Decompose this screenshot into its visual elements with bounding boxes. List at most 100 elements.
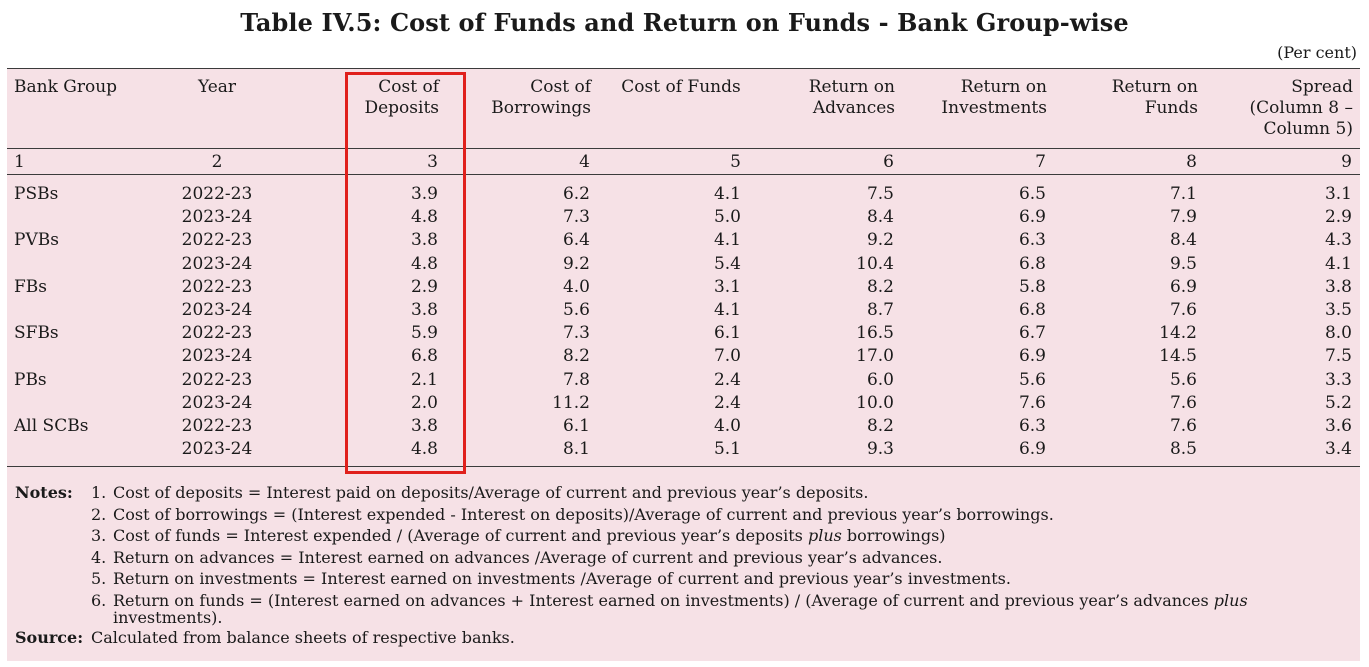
value-cell: 7.6 — [1169, 416, 1197, 436]
header-line: Year — [197, 77, 237, 97]
value-cell: 8.7 — [866, 300, 894, 320]
value-cell: 8.4 — [1169, 230, 1197, 251]
table-panel: Bank Group Year Cost of Deposits Cost of Borr… — [7, 68, 1360, 661]
value-cell: 3.9 — [410, 184, 438, 204]
note-number: 2. — [91, 504, 107, 524]
year-cell: 2022-23 — [181, 323, 253, 344]
value-cell: 8.0 — [1324, 323, 1352, 344]
value-cell: 4.8 — [410, 253, 438, 274]
note-text: Cost of borrowings = (Interest expended … — [113, 504, 1054, 526]
value-cell: 3.5 — [1324, 300, 1352, 320]
bank-group-cell: PSBs — [14, 184, 59, 204]
value-cell: 10.4 — [856, 253, 894, 274]
value-cell: 6.3 — [1018, 230, 1046, 251]
header-line: Column 5) — [1263, 119, 1353, 139]
value-cell: 4.0 — [562, 276, 590, 297]
header-cell: Return on Funds — [1057, 77, 1198, 119]
note-fragment: borrowings) — [841, 526, 946, 545]
header-cell: Return on Advances — [757, 77, 895, 119]
header-line: Cost of Funds — [621, 77, 741, 97]
column-number-rule — [7, 174, 1360, 175]
header-rule — [7, 148, 1360, 149]
bottom-rule — [7, 466, 1360, 467]
bank-group-cell: All SCBs — [14, 416, 89, 436]
header-line: Cost of — [378, 77, 439, 97]
bank-group-cell: FBs — [14, 276, 48, 297]
value-cell: 6.3 — [1018, 416, 1046, 436]
value-cell: 6.5 — [1018, 184, 1046, 204]
note-text: Cost of funds = Interest expended / (Ave… — [113, 525, 946, 547]
value-cell: 6.1 — [562, 416, 590, 436]
header-line: Bank Group — [14, 77, 118, 97]
year-cell: 2023-24 — [181, 300, 253, 320]
value-cell: 8.4 — [866, 207, 894, 228]
value-cell: 5.9 — [410, 323, 438, 344]
header-cell: Cost of Funds — [607, 77, 755, 98]
header-line: Return on — [960, 77, 1047, 97]
value-cell: 6.1 — [713, 323, 741, 344]
header-cell: Bank Group — [14, 77, 164, 98]
value-cell: 7.3 — [562, 207, 590, 228]
note-fragment: Cost of funds = Interest expended / (Ave… — [113, 526, 808, 545]
value-cell: 3.1 — [713, 276, 741, 297]
note-fragment: Cost of deposits = Interest paid on depo… — [113, 483, 869, 502]
value-cell: 6.9 — [1018, 439, 1046, 460]
value-cell: 2.9 — [1324, 207, 1352, 228]
value-cell: 8.2 — [866, 276, 894, 297]
note-fragment: Return on investments = Interest earned … — [113, 569, 1011, 588]
year-cell: 2023-24 — [181, 392, 253, 413]
value-cell: 11.2 — [552, 392, 590, 413]
note-fragment: Cost of borrowings = (Interest expended … — [113, 504, 1054, 524]
year-cell: 2022-23 — [181, 184, 253, 204]
value-cell: 17.0 — [856, 346, 894, 367]
value-cell: 2.4 — [713, 369, 741, 390]
value-cell: 3.8 — [410, 416, 438, 436]
value-cell: 10.0 — [856, 392, 894, 413]
value-cell: 7.8 — [562, 369, 590, 390]
column-number: 2 — [211, 152, 223, 172]
note-text: Return on investments = Interest earned … — [113, 568, 1011, 590]
value-cell: 9.2 — [866, 230, 894, 251]
note-text: Return on advances = Interest earned on … — [113, 547, 942, 569]
header-cell: Cost of Borrowings — [457, 77, 591, 119]
value-cell: 4.1 — [713, 300, 741, 320]
source-label: Source: — [15, 627, 84, 647]
value-cell: 5.6 — [562, 300, 590, 320]
table-title: Table IV.5: Cost of Funds and Return on … — [240, 8, 1129, 37]
value-cell: 5.4 — [713, 253, 741, 274]
year-cell: 2022-23 — [181, 230, 253, 251]
value-cell: 2.4 — [713, 392, 741, 413]
value-cell: 7.6 — [1169, 392, 1197, 413]
value-cell: 7.3 — [562, 323, 590, 344]
note-number: 1. — [91, 483, 107, 502]
value-cell: 3.6 — [1324, 416, 1352, 436]
note-number: 4. — [91, 547, 107, 567]
value-cell: 3.1 — [1324, 184, 1352, 204]
column-number: 8 — [1186, 152, 1197, 172]
value-cell: 14.2 — [1159, 323, 1197, 344]
header-line: Cost of — [530, 77, 591, 97]
value-cell: 7.5 — [866, 184, 894, 204]
value-cell: 4.1 — [713, 230, 741, 251]
header-line: Borrowings — [491, 98, 591, 118]
value-cell: 7.6 — [1169, 300, 1197, 320]
value-cell: 14.5 — [1159, 346, 1197, 367]
value-cell: 3.3 — [1324, 369, 1352, 390]
value-cell: 4.0 — [713, 416, 741, 436]
value-cell: 8.2 — [866, 416, 894, 436]
value-cell: 9.2 — [562, 253, 590, 274]
source-text: Calculated from balance sheets of respec… — [91, 627, 515, 647]
value-cell: 6.9 — [1169, 276, 1197, 297]
header-cell: Spread (Column 8 – Column 5) — [1207, 77, 1353, 140]
value-cell: 6.9 — [1018, 346, 1046, 367]
header-cell: Year — [167, 77, 267, 98]
note-fragment: plus — [807, 526, 842, 545]
note-number: 5. — [91, 569, 107, 588]
value-cell: 4.8 — [410, 207, 438, 228]
value-cell: 16.5 — [856, 323, 894, 344]
top-rule — [7, 68, 1360, 69]
value-cell: 5.1 — [713, 439, 741, 460]
note-number: 3. — [91, 526, 107, 545]
header-cell: Return on Investments — [907, 77, 1047, 119]
cost-of-deposits-highlight — [345, 72, 466, 474]
